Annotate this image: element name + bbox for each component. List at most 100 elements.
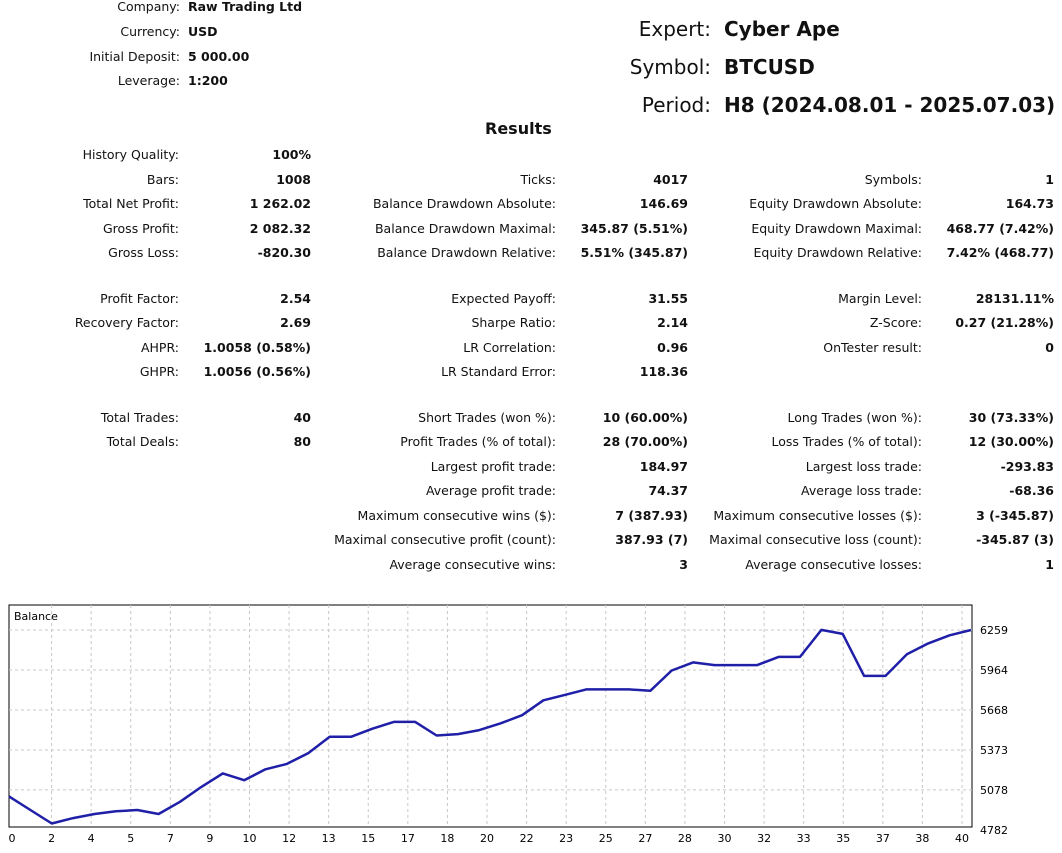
gross-loss-label: Gross Loss: bbox=[108, 245, 179, 260]
x-tick-label: 23 bbox=[559, 832, 573, 845]
x-tick-label: 2 bbox=[48, 832, 55, 845]
recovery-factor-value: 2.69 bbox=[280, 315, 311, 330]
z-score-label: Z-Score: bbox=[869, 315, 922, 330]
gross-profit-value: 2 082.32 bbox=[249, 221, 311, 236]
equity-dd-absolute-label: Equity Drawdown Absolute: bbox=[749, 196, 922, 211]
plot-area bbox=[8, 604, 973, 828]
lr-standard-error-label: LR Standard Error: bbox=[441, 364, 556, 379]
ticks-value: 4017 bbox=[653, 172, 688, 187]
leverage-label: Leverage: bbox=[117, 73, 180, 88]
equity-dd-maximal-label: Equity Drawdown Maximal: bbox=[751, 221, 922, 236]
period-label: Period: bbox=[641, 93, 711, 117]
x-tick-label: 15 bbox=[361, 832, 375, 845]
y-tick-label: 5373 bbox=[980, 744, 1008, 757]
profit-factor-value: 2.54 bbox=[280, 291, 311, 306]
lr-correlation-value: 0.96 bbox=[657, 340, 688, 355]
symbol-value: BTCUSD bbox=[724, 55, 815, 79]
expert-value: Cyber Ape bbox=[724, 17, 840, 41]
short-trades-value: 10 (60.00%) bbox=[602, 410, 688, 425]
symbols-label: Symbols: bbox=[864, 172, 922, 187]
long-trades-label: Long Trades (won %): bbox=[787, 410, 922, 425]
expert-label: Expert: bbox=[638, 17, 711, 41]
initial-deposit-value: 5 000.00 bbox=[188, 49, 250, 64]
equity-dd-relative-value: 7.42% (468.77) bbox=[946, 245, 1054, 260]
history-quality-label: History Quality: bbox=[82, 147, 179, 162]
x-tick-label: 35 bbox=[836, 832, 850, 845]
y-tick-label: 6259 bbox=[980, 624, 1008, 637]
symbols-value: 1 bbox=[1045, 172, 1054, 187]
margin-level-label: Margin Level: bbox=[838, 291, 922, 306]
y-tick-label: 5668 bbox=[980, 704, 1008, 717]
ontester-result-value: 0 bbox=[1045, 340, 1054, 355]
equity-dd-relative-label: Equity Drawdown Relative: bbox=[753, 245, 922, 260]
largest-profit-trade-label: Largest profit trade: bbox=[430, 459, 556, 474]
average-loss-trade-label: Average loss trade: bbox=[801, 483, 922, 498]
period-value: H8 (2024.08.01 - 2025.07.03) bbox=[724, 93, 1056, 117]
chart-title: Balance bbox=[14, 610, 58, 623]
z-score-value: 0.27 (21.28%) bbox=[955, 315, 1054, 330]
maximal-consecutive-loss-label: Maximal consecutive loss (count): bbox=[709, 532, 922, 547]
company-value: Raw Trading Ltd bbox=[188, 0, 303, 14]
average-consecutive-wins-value: 3 bbox=[679, 557, 688, 572]
initial-deposit-label: Initial Deposit: bbox=[89, 49, 180, 64]
x-tick-label: 5 bbox=[127, 832, 134, 845]
profit-factor-label: Profit Factor: bbox=[100, 291, 179, 306]
symbol-label: Symbol: bbox=[629, 55, 711, 79]
average-consecutive-wins-label: Average consecutive wins: bbox=[389, 557, 556, 572]
total-deals-label: Total Deals: bbox=[106, 434, 179, 449]
average-loss-trade-value: -68.36 bbox=[1009, 483, 1054, 498]
balance-dd-maximal-label: Balance Drawdown Maximal: bbox=[374, 221, 556, 236]
x-tick-label: 33 bbox=[797, 832, 811, 845]
results-heading: Results bbox=[485, 119, 552, 138]
expected-payoff-label: Expected Payoff: bbox=[451, 291, 556, 306]
x-tick-label: 12 bbox=[282, 832, 296, 845]
ticks-label: Ticks: bbox=[520, 172, 556, 187]
maximal-consecutive-profit-value: 387.93 (7) bbox=[615, 532, 688, 547]
total-trades-label: Total Trades: bbox=[100, 410, 179, 425]
x-axis-ticks: 0 2 4 5 7 9 10 12 13 15 17 18 20 22 23 25 27 28 30 32 33 35 37… bbox=[9, 832, 970, 845]
ahpr-label: AHPR: bbox=[140, 340, 179, 355]
expected-payoff-value: 31.55 bbox=[648, 291, 688, 306]
max-consecutive-losses-value: 3 (-345.87) bbox=[976, 508, 1054, 523]
x-tick-label: 0 bbox=[9, 832, 16, 845]
sharpe-ratio-label: Sharpe Ratio: bbox=[471, 315, 556, 330]
equity-dd-absolute-value: 164.73 bbox=[1005, 196, 1054, 211]
x-tick-label: 40 bbox=[955, 832, 969, 845]
average-consecutive-losses-label: Average consecutive losses: bbox=[745, 557, 922, 572]
gross-profit-label: Gross Profit: bbox=[102, 221, 179, 236]
ontester-result-label: OnTester result: bbox=[823, 340, 922, 355]
x-tick-label: 9 bbox=[206, 832, 213, 845]
currency-label: Currency: bbox=[120, 24, 180, 39]
currency-value: USD bbox=[188, 24, 218, 39]
sharpe-ratio-value: 2.14 bbox=[657, 315, 688, 330]
balance-chart: 6259 5964 5668 5373 5078 4782 0 2 4 5 7 9 10 12 13 15 1… bbox=[8, 604, 1058, 850]
leverage-value: 1:200 bbox=[188, 73, 228, 88]
x-tick-label: 18 bbox=[440, 832, 454, 845]
x-tick-label: 10 bbox=[243, 832, 257, 845]
x-tick-label: 32 bbox=[757, 832, 771, 845]
loss-trades-value: 12 (30.00%) bbox=[968, 434, 1054, 449]
max-consecutive-wins-value: 7 (387.93) bbox=[615, 508, 688, 523]
balance-dd-maximal-value: 345.87 (5.51%) bbox=[580, 221, 688, 236]
y-axis-ticks: 6259 5964 5668 5373 5078 4782 bbox=[980, 624, 1008, 837]
history-quality-value: 100% bbox=[272, 147, 311, 162]
balance-dd-relative-value: 5.51% (345.87) bbox=[580, 245, 688, 260]
total-trades-value: 40 bbox=[293, 410, 311, 425]
x-tick-label: 28 bbox=[678, 832, 692, 845]
ghpr-label: GHPR: bbox=[139, 364, 179, 379]
ghpr-value: 1.0056 (0.56%) bbox=[203, 364, 311, 379]
balance-chart-svg: 6259 5964 5668 5373 5078 4782 0 2 4 5 7 9 10 12 13 15 1… bbox=[8, 604, 1008, 845]
balance-dd-absolute-label: Balance Drawdown Absolute: bbox=[372, 196, 556, 211]
x-tick-label: 22 bbox=[520, 832, 534, 845]
largest-profit-trade-value: 184.97 bbox=[639, 459, 688, 474]
x-tick-label: 38 bbox=[915, 832, 929, 845]
gross-loss-value: -820.30 bbox=[257, 245, 311, 260]
x-tick-label: 17 bbox=[401, 832, 415, 845]
short-trades-label: Short Trades (won %): bbox=[418, 410, 556, 425]
balance-dd-relative-label: Balance Drawdown Relative: bbox=[377, 245, 556, 260]
x-tick-label: 25 bbox=[599, 832, 613, 845]
average-profit-trade-value: 74.37 bbox=[648, 483, 688, 498]
y-tick-label: 5078 bbox=[980, 784, 1008, 797]
ahpr-value: 1.0058 (0.58%) bbox=[203, 340, 311, 355]
x-tick-label: 4 bbox=[88, 832, 95, 845]
